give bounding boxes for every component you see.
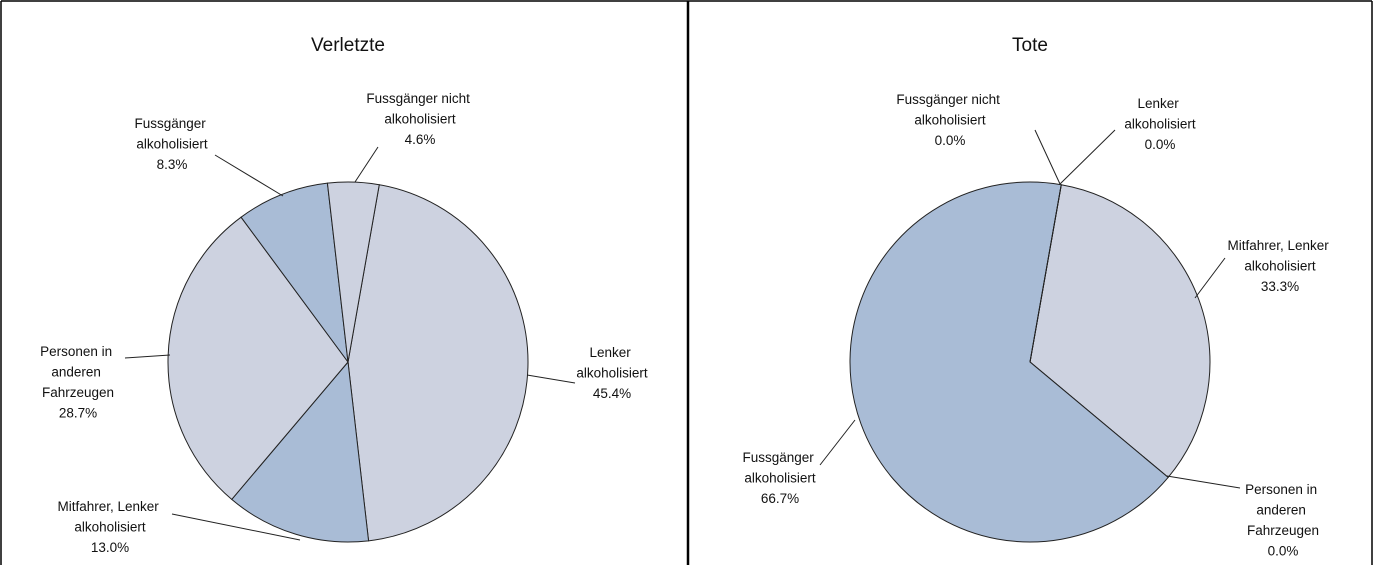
leader-line <box>1166 475 1241 489</box>
slice-label: Fussgänger nicht alkoholisiert <box>366 91 473 127</box>
pie-slice <box>1029 184 1062 363</box>
leader-line <box>819 419 856 466</box>
value-label: 33.3% <box>1261 279 1299 294</box>
pie-slice <box>849 181 1169 543</box>
leader-line <box>1194 257 1226 299</box>
slice-label: Mitfahrer, Lenker alkoholisiert <box>57 499 162 535</box>
value-label: 13.0% <box>91 540 129 555</box>
value-label: 4.6% <box>405 132 436 147</box>
pie-slice <box>231 360 370 543</box>
leader-line <box>354 146 379 183</box>
value-label: 66.7% <box>761 491 799 506</box>
chart-title: Verletzte <box>311 35 385 56</box>
leader-line <box>1034 129 1061 185</box>
pie-slice <box>347 184 529 542</box>
slice-label: Lenker alkoholisiert <box>576 345 648 381</box>
leader-line <box>124 354 171 359</box>
slice-label: Personen in anderen Fahrzeugen <box>1245 482 1321 538</box>
value-label: 8.3% <box>157 157 188 172</box>
slice-label: Fussgänger nicht alkoholisiert <box>896 92 1003 128</box>
slice-label: Fussgänger alkoholisiert <box>134 116 209 152</box>
leader-line <box>214 154 284 197</box>
pie-slice <box>167 216 349 501</box>
leader-line <box>526 374 576 384</box>
pie-slice <box>326 181 380 363</box>
value-label: 45.4% <box>593 386 631 401</box>
leader-line <box>1059 129 1116 185</box>
pie-slice <box>1029 184 1211 479</box>
value-label: 0.0% <box>935 133 966 148</box>
chart-title: Tote <box>1012 35 1048 56</box>
slice-label: Fussgänger alkoholisiert <box>742 450 817 486</box>
value-label: 0.0% <box>1145 137 1176 152</box>
slice-label: Personen in anderen Fahrzeugen <box>40 344 116 400</box>
value-label: 28.7% <box>59 406 97 421</box>
pie-slice <box>240 182 349 364</box>
slice-label: Lenker alkoholisiert <box>1124 96 1196 132</box>
slice-label: Mitfahrer, Lenker alkoholisiert <box>1227 238 1332 274</box>
value-label: 0.0% <box>1268 544 1299 559</box>
leader-line <box>171 513 301 541</box>
